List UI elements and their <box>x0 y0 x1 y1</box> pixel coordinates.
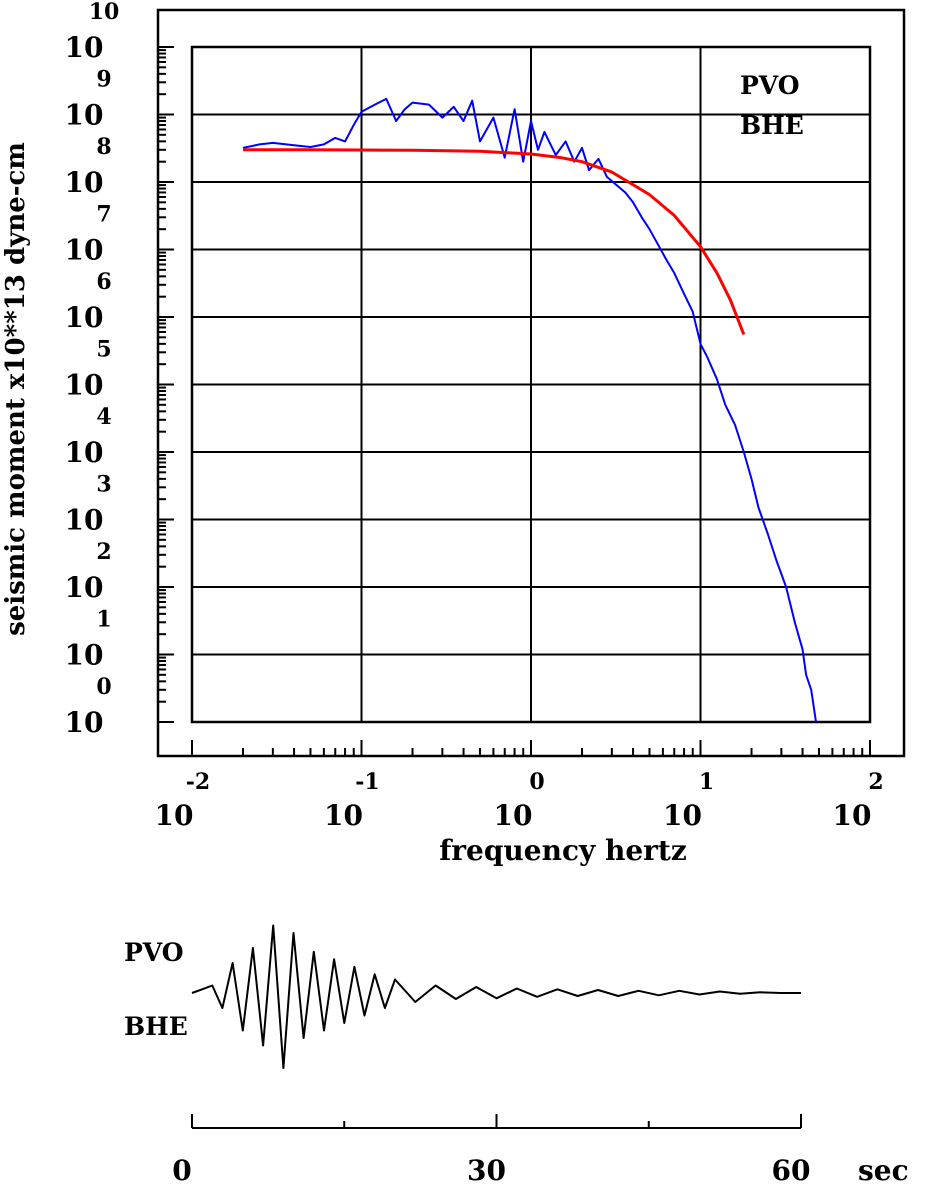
time-tick-label: 30 <box>467 1154 506 1184</box>
waveform-panel: PVO BHE 0 30 60 sec <box>124 924 909 1184</box>
y-tick-base: 10 <box>65 301 104 334</box>
y-tick-base: 10 <box>65 31 104 64</box>
axis-ticks <box>158 46 871 756</box>
y-tick-base: 10 <box>65 436 104 469</box>
y-tick-exponent: 3 <box>96 472 111 498</box>
x-tick-exponent: -1 <box>355 769 379 795</box>
x-tick-base: 10 <box>324 799 363 832</box>
x-axis-label: frequency hertz <box>439 834 687 867</box>
x-tick-base: 10 <box>833 799 872 832</box>
x-tick-base: 10 <box>494 799 533 832</box>
channel-annotation: BHE <box>740 111 804 140</box>
time-tick-label: 60 <box>772 1154 811 1184</box>
y-tick-base: 10 <box>65 639 104 672</box>
x-tick-base: 10 <box>155 799 194 832</box>
trace-channel-label: BHE <box>124 1012 188 1041</box>
y-tick-base: 10 <box>65 504 104 537</box>
y-tick-base: 10 <box>65 166 104 199</box>
y-tick-exponent: 1 <box>96 607 111 633</box>
grid-lines <box>192 47 870 722</box>
y-tick-exponent: 7 <box>96 202 111 228</box>
x-tick-exponent: 0 <box>529 769 544 795</box>
x-tick-exponent: 1 <box>699 769 714 795</box>
y-tick-base: 10 <box>65 706 104 739</box>
y-tick-exponent: 6 <box>96 269 111 295</box>
model-fit-line <box>243 148 746 336</box>
y-tick-base: 10 <box>65 369 104 402</box>
time-axis-ticks <box>191 1114 802 1128</box>
x-tick-base: 10 <box>663 799 702 832</box>
y-tick-exponent: 9 <box>96 67 111 93</box>
time-unit-label: sec <box>858 1154 909 1184</box>
y-tick-exponent: 4 <box>96 404 111 430</box>
time-tick-label: 0 <box>172 1154 191 1184</box>
station-annotation: PVO <box>740 71 800 100</box>
x-tick-exponent: 2 <box>868 769 883 795</box>
trace-station-label: PVO <box>124 938 184 967</box>
y-tick-base: 10 <box>65 571 104 604</box>
spectrum-series <box>242 97 817 723</box>
y-axis-label: seismic moment x10**13 dyne-cm <box>1 142 31 636</box>
y-tick-exponent: 5 <box>96 337 111 363</box>
y-tick-exponent: 2 <box>96 539 111 565</box>
time-axis-labels: 0 30 60 <box>172 1154 810 1184</box>
x-tick-exponent: -2 <box>186 769 210 795</box>
observed-spectrum-line <box>242 97 817 723</box>
y-tick-base: 10 <box>65 99 104 132</box>
y-tick-exponent: 8 <box>96 134 111 160</box>
x-tick-labels: -2 10 -1 10 0 10 1 10 2 10 <box>155 769 884 832</box>
y-tick-exponent: 10 <box>89 0 120 25</box>
seismogram-trace <box>191 924 801 1069</box>
y-tick-exponent: 0 <box>96 674 111 700</box>
waveform-series <box>191 924 801 1069</box>
y-tick-base: 10 <box>65 234 104 267</box>
